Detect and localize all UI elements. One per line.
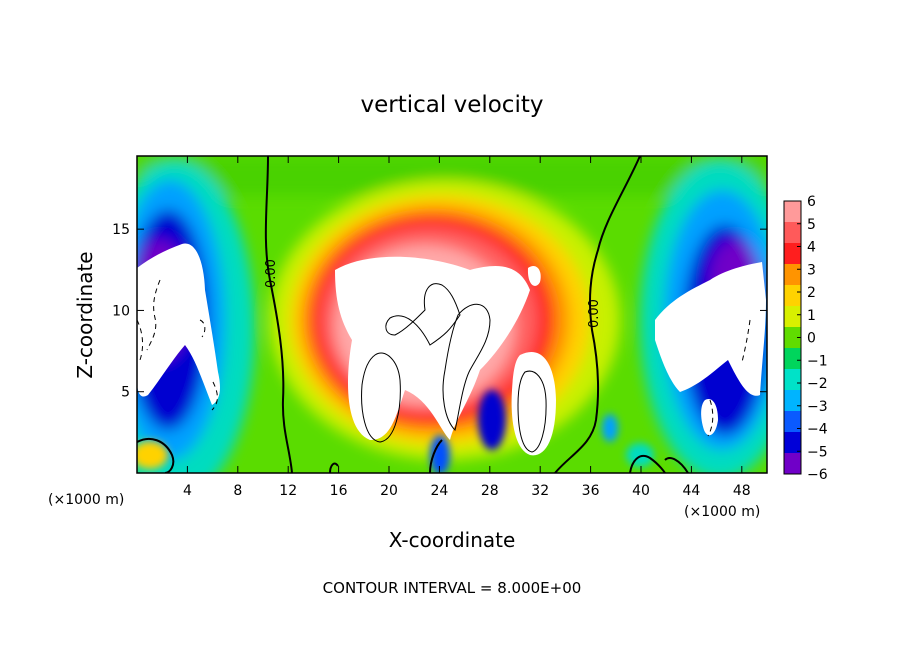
x-tick-label: 20	[380, 483, 398, 499]
contour-label-right: 0.00	[587, 299, 602, 328]
colorbar-tick-label: −1	[807, 353, 828, 369]
colorbar-swatch	[784, 285, 801, 307]
colorbar-tick-label: 4	[807, 240, 816, 256]
colorbar-tick-label: −4	[807, 422, 828, 438]
colorbar-swatch	[784, 390, 801, 412]
z-tick-label: 5	[121, 385, 130, 401]
chart-title: vertical velocity	[361, 92, 544, 118]
colorbar-swatch	[784, 264, 801, 286]
x-tick-label: 32	[531, 483, 549, 499]
colorbar-tick-label: 1	[807, 308, 816, 324]
x-tick-label: 24	[430, 483, 448, 499]
x-axis-ticks: 4 8 12 16 20 24 28 32 36 40 44 48	[183, 156, 751, 499]
contour-label-left: 0.00	[264, 259, 279, 288]
colorbar-swatch	[784, 222, 801, 244]
plot-frame	[136, 155, 768, 474]
heatmap-field: 0.00 0.00	[137, 156, 767, 473]
x-tick-label: 40	[632, 483, 650, 499]
colorbar-swatch	[784, 243, 801, 265]
colorbar-tick-label: −3	[807, 399, 828, 415]
x-tick-label: 12	[279, 483, 297, 499]
colorbar-swatch	[784, 348, 801, 370]
x-tick-label: 8	[233, 483, 242, 499]
colorbar-swatch	[784, 432, 801, 454]
colorbar-tick-label: −6	[807, 467, 828, 483]
z-tick-label: 10	[112, 303, 130, 319]
colorbar-swatch	[784, 201, 801, 223]
colorbar-swatch	[784, 411, 801, 433]
contour-interval: CONTOUR INTERVAL = 8.000E+00	[323, 579, 582, 597]
z-unit-label: (×1000 m)	[48, 492, 124, 508]
colorbar-tick-label: 5	[807, 217, 816, 233]
colorbar-tick-label: −2	[807, 376, 828, 392]
x-tick-label: 48	[733, 483, 751, 499]
colorbar: 6 5 4 3 2 1 0 −1 −2 −3 −4 −5 −6	[783, 194, 828, 483]
colorbar-swatch	[784, 369, 801, 391]
colorbar-swatch	[784, 306, 801, 328]
colorbar-tick-label: 3	[807, 262, 816, 278]
x-tick-label: 44	[682, 483, 700, 499]
x-tick-label: 16	[330, 483, 348, 499]
colorbar-swatch	[784, 327, 801, 349]
colorbar-tick-label: 6	[807, 194, 816, 210]
z-axis-label: Z-coordinate	[73, 251, 97, 378]
z-axis-ticks: 5 10 15	[112, 222, 767, 401]
x-tick-label: 4	[183, 483, 192, 499]
x-tick-label: 28	[481, 483, 499, 499]
x-axis-label: X-coordinate	[389, 528, 516, 552]
colorbar-tick-label: 2	[807, 285, 816, 301]
x-unit-label: (×1000 m)	[684, 504, 760, 520]
colorbar-tick-label: −5	[807, 444, 828, 460]
colorbar-swatch	[784, 453, 801, 475]
x-tick-label: 36	[582, 483, 600, 499]
z-tick-label: 15	[112, 222, 130, 238]
colorbar-tick-label: 0	[807, 331, 816, 347]
